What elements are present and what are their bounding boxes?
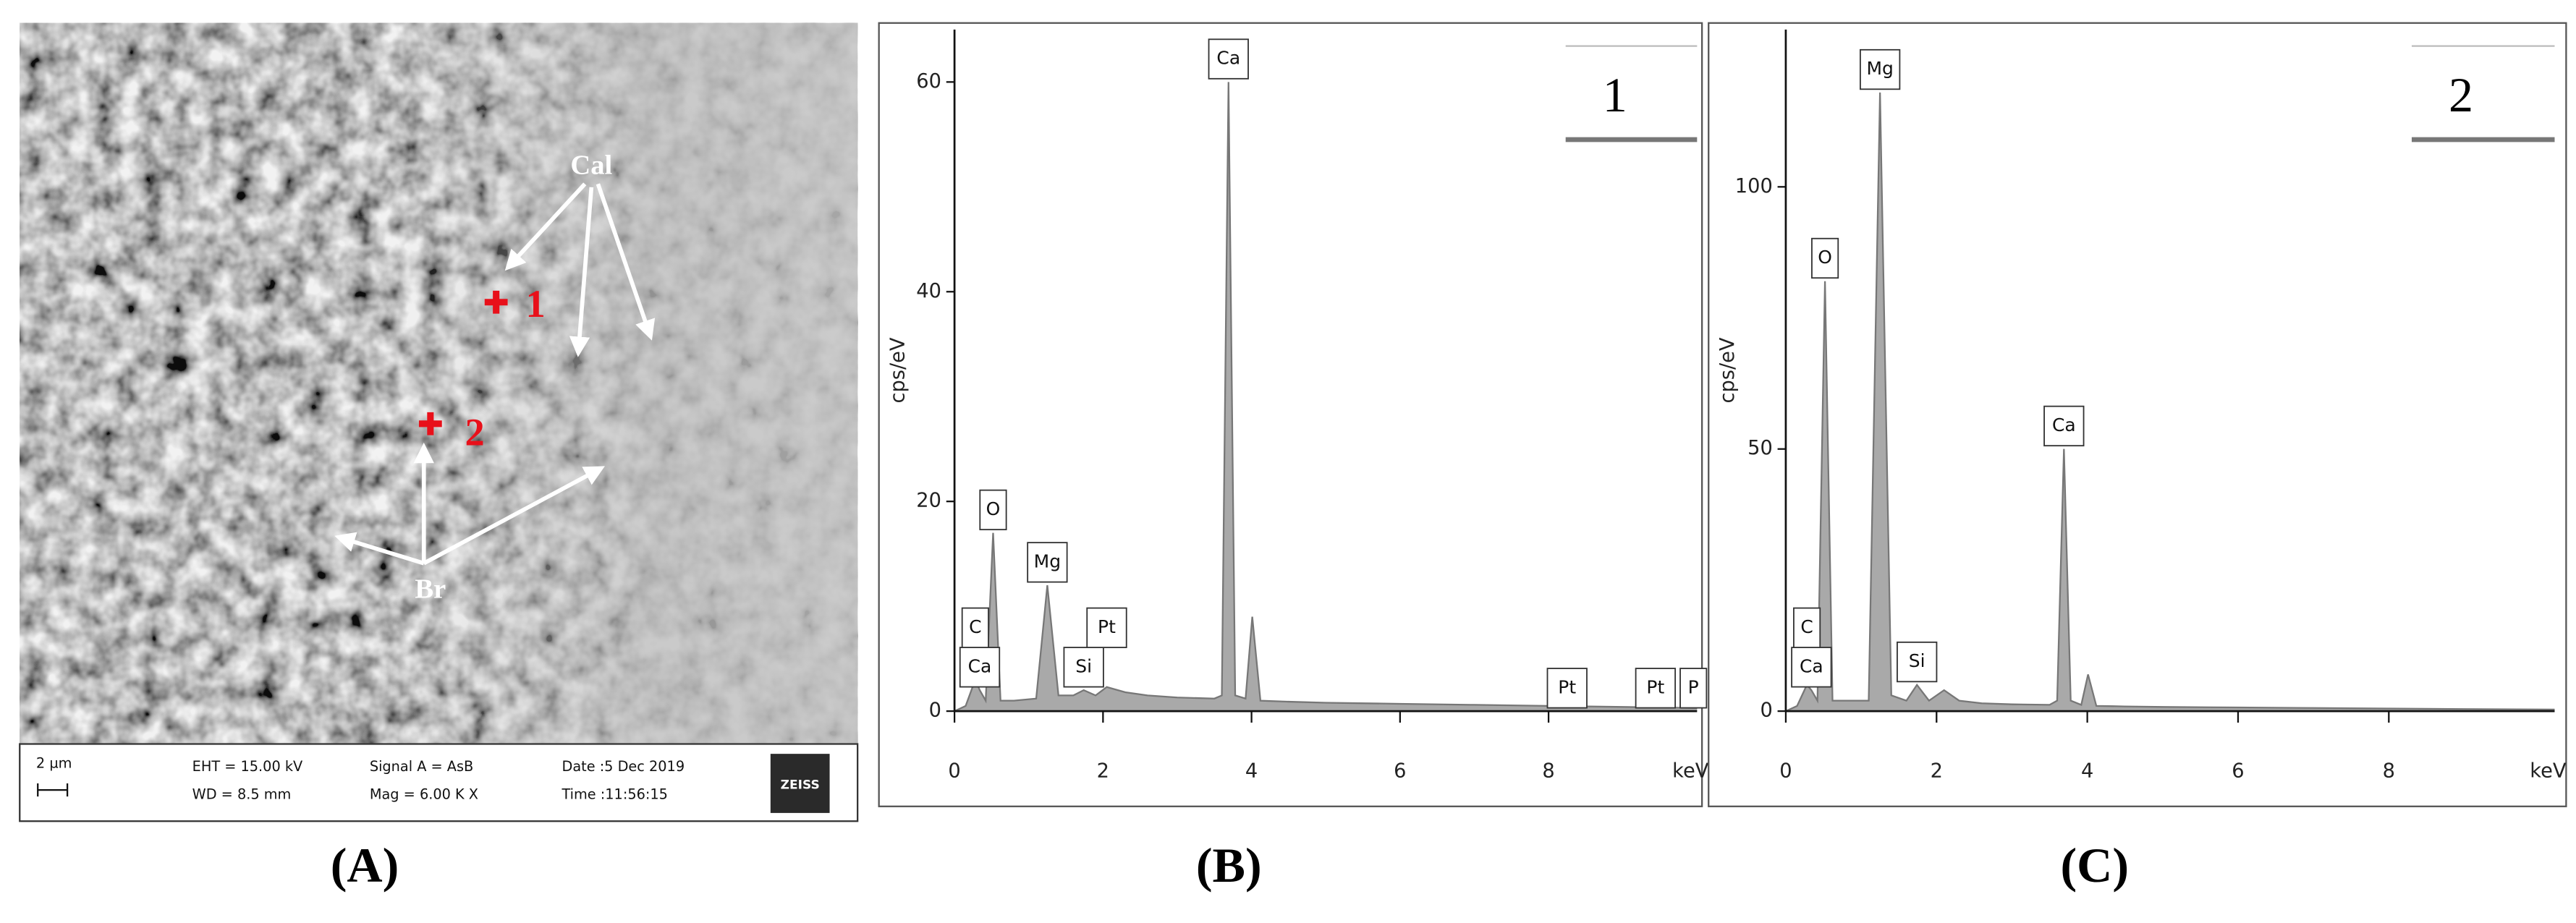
- peak-label: Pt: [1646, 676, 1664, 697]
- peak-label: Ca: [2052, 414, 2076, 435]
- brand-logo: [770, 754, 830, 813]
- spectrum-line: [954, 82, 1698, 713]
- point-marker: [418, 412, 442, 435]
- arrow: [423, 466, 605, 566]
- peak-label-box: [1791, 647, 1832, 688]
- peak-label-box: [1546, 668, 1588, 709]
- info-bar: [19, 743, 859, 822]
- peak-label-box: [1208, 38, 1249, 80]
- panel-label: (B): [1196, 838, 1262, 893]
- y-tick-label: 60: [916, 70, 941, 93]
- peak-label-box: [1635, 668, 1677, 709]
- peak-label: Si: [1909, 650, 1925, 671]
- peak-label: Mg: [1866, 58, 1893, 79]
- x-tick-label: 4: [2081, 760, 2093, 783]
- peak-label: Pt: [1558, 676, 1576, 697]
- y-tick-label: 50: [1747, 437, 1773, 459]
- y-tick-label: 0: [1760, 699, 1772, 722]
- info-text: Time :11:56:15: [561, 786, 667, 802]
- info-text: Mag = 6.00 K X: [370, 786, 478, 802]
- point-marker: [484, 290, 508, 314]
- x-tick-label: 2: [1097, 760, 1109, 783]
- peak-label: P: [1688, 676, 1699, 697]
- panel-label: (A): [331, 838, 399, 893]
- spectrum-area: [954, 82, 1698, 712]
- info-text: WD = 8.5 mm: [192, 786, 292, 802]
- arrows: [334, 182, 656, 566]
- peak-label-box: [1811, 237, 1839, 279]
- arrow: [569, 187, 594, 357]
- inset-label: 2: [2449, 67, 2473, 122]
- peak-label: Ca: [1216, 48, 1240, 69]
- y-axis-label: cps/eV: [886, 337, 909, 403]
- label-cal: Cal: [570, 150, 612, 181]
- y-tick-label: 20: [916, 490, 941, 512]
- peak-label-box: [961, 607, 989, 648]
- x-tick-label: 8: [2383, 760, 2395, 783]
- arrow: [596, 183, 656, 341]
- y-tick-label: 100: [1735, 175, 1773, 197]
- peak-label: Mg: [1034, 550, 1061, 571]
- panel-frame: [1708, 22, 2567, 807]
- info-text: Signal A = AsB: [370, 758, 473, 775]
- peak-label-box: [2043, 405, 2085, 447]
- peak-label-box: [1897, 641, 1938, 683]
- spectrum-panel: 0 50 100 0 2 4 6 8 keV cps/eV 2 Ca C O Mg Si Ca: [1708, 22, 2567, 807]
- peak-label-box: [1859, 48, 1901, 90]
- peak-label: C: [1800, 616, 1813, 637]
- peak-label: Pt: [1098, 616, 1116, 637]
- peak-label: Ca: [968, 655, 992, 676]
- scale-text: 2 µm: [36, 754, 72, 771]
- info-text: EHT = 15.00 kV: [192, 758, 303, 775]
- x-axis-label: keV: [2530, 760, 2567, 783]
- peak-label-box: [1027, 542, 1068, 583]
- inset-label: 1: [1603, 67, 1627, 122]
- peak-label: Ca: [1800, 655, 1823, 676]
- peak-label: C: [969, 616, 981, 637]
- x-axis-label: keV: [1672, 760, 1709, 783]
- x-tick-label: 2: [1931, 760, 1943, 783]
- peak-label-box: [1063, 647, 1104, 688]
- panel-label: (C): [2060, 838, 2129, 893]
- point-label: 2: [465, 409, 485, 454]
- peak-label-box: [1086, 607, 1127, 648]
- x-tick-label: 0: [948, 760, 960, 783]
- y-axis-label: cps/eV: [1716, 337, 1739, 403]
- brand-text: ZEISS: [781, 778, 820, 792]
- spectrum-line: [1785, 92, 2555, 713]
- x-tick-label: 4: [1245, 760, 1258, 783]
- scale-bar: [37, 783, 69, 797]
- peak-label: O: [1818, 247, 1832, 268]
- peak-label-box: [959, 647, 1001, 688]
- sem-smooth-area: [20, 22, 858, 744]
- x-tick-label: 0: [1779, 760, 1792, 783]
- x-tick-label: 6: [2232, 760, 2244, 783]
- peak-label-box: [979, 489, 1007, 531]
- x-tick-label: 8: [1542, 760, 1554, 783]
- arrow: [334, 532, 425, 566]
- point-label: 1: [526, 281, 546, 326]
- info-text: Date :5 Dec 2019: [562, 758, 685, 775]
- sem-panel: Cal Br 1 2 2 µm EHT = 15.00 kV WD = 8.5 …: [19, 22, 859, 822]
- y-tick-label: 0: [929, 699, 941, 722]
- peak-label-box: [1793, 607, 1821, 648]
- peak-label-box: [1679, 668, 1708, 709]
- peak-label: Si: [1075, 655, 1092, 676]
- x-tick-label: 6: [1394, 760, 1406, 783]
- panel-frame: [878, 22, 1703, 807]
- spectrum-panel: 0 20 40 60 0 2 4 6 8 keV cps/eV 1 Ca C O Mg Si Pt Ca Pt Pt P: [878, 22, 1709, 807]
- spectrum-area: [1785, 92, 2555, 712]
- label-br: Br: [415, 574, 446, 604]
- y-tick-label: 40: [916, 280, 941, 302]
- arrow: [504, 182, 587, 271]
- peak-label: O: [986, 498, 1001, 519]
